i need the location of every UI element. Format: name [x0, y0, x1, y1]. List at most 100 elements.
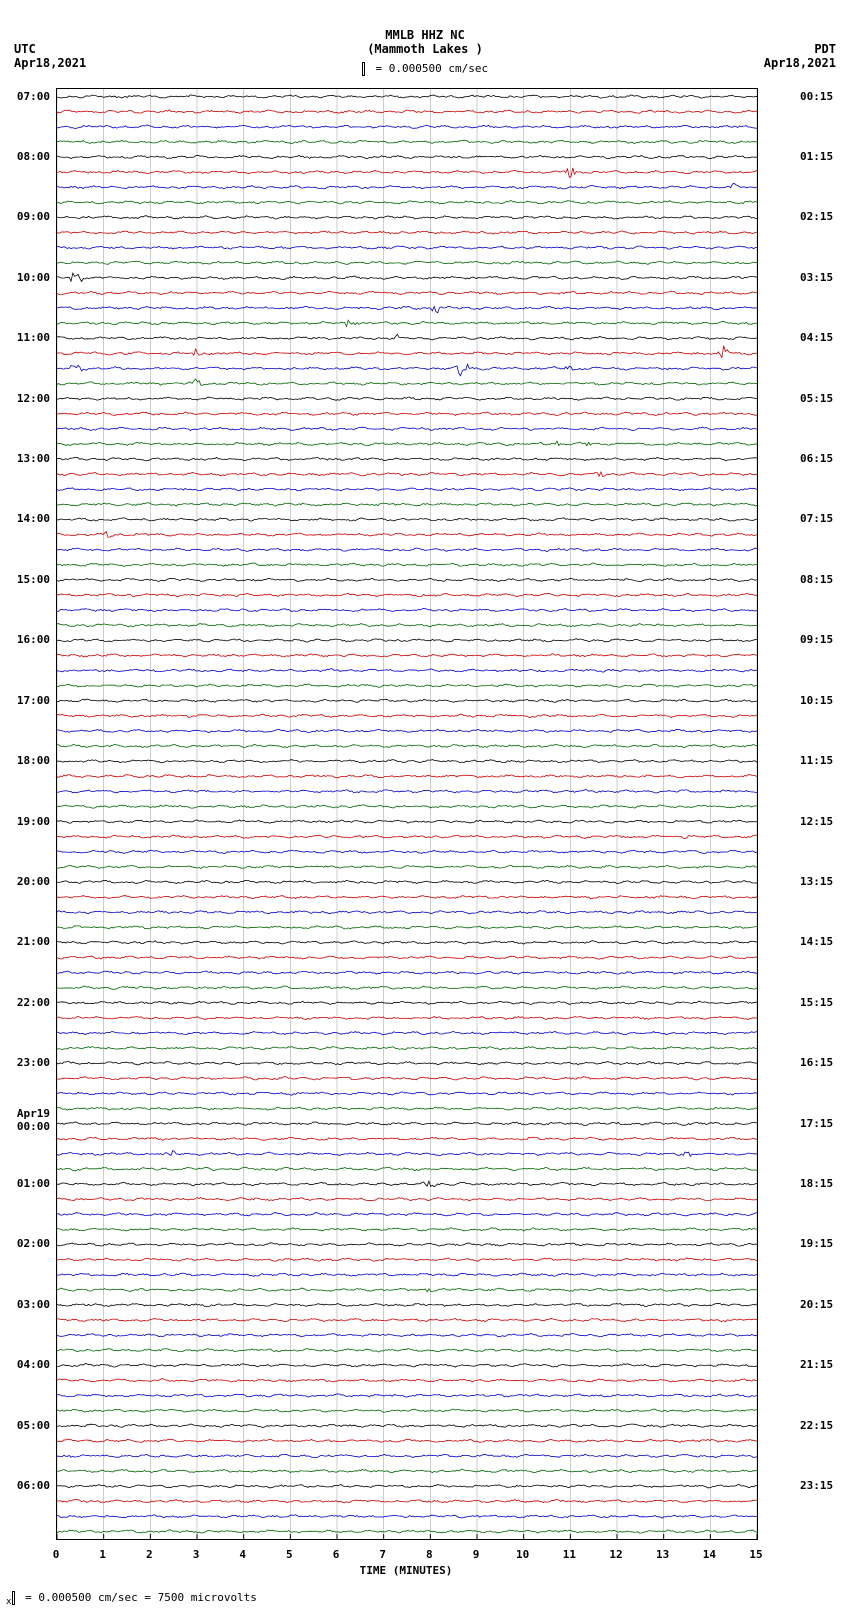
x-tick: 10	[513, 1548, 533, 1561]
station-code: MMLB HHZ NC	[0, 28, 850, 42]
trace-row	[57, 261, 757, 264]
trace-row	[57, 1409, 757, 1412]
left-hour-label: Apr1900:00	[17, 1107, 50, 1133]
left-hour-label: 14:00	[17, 512, 50, 525]
left-hour-label: 09:00	[17, 210, 50, 223]
trace-row	[57, 744, 757, 747]
left-hour-label: 05:00	[17, 1419, 50, 1432]
trace-row	[57, 850, 757, 853]
trace-row	[57, 201, 757, 205]
trace-row	[57, 1077, 757, 1080]
x-tick: 13	[653, 1548, 673, 1561]
left-timezone: UTC	[14, 42, 36, 56]
left-hour-label: 17:00	[17, 694, 50, 707]
right-timezone: PDT	[814, 42, 836, 56]
right-hour-label: 16:15	[800, 1056, 833, 1069]
trace-row	[57, 503, 757, 506]
trace-row	[57, 820, 757, 823]
left-hour-label: 22:00	[17, 996, 50, 1009]
trace-row	[57, 140, 757, 143]
x-tick: 14	[699, 1548, 719, 1561]
trace-row	[57, 216, 757, 219]
trace-row	[57, 291, 757, 295]
x-tick: 7	[373, 1548, 393, 1561]
trace-row	[57, 1122, 757, 1125]
left-hour-label: 16:00	[17, 633, 50, 646]
left-hour-label: 04:00	[17, 1358, 50, 1371]
seismogram-svg	[57, 89, 757, 1539]
x-tick: 2	[139, 1548, 159, 1561]
x-tick: 5	[279, 1548, 299, 1561]
right-hour-label: 03:15	[800, 271, 833, 284]
trace-row	[57, 639, 757, 642]
trace-row	[57, 1243, 757, 1246]
trace-row	[57, 1454, 757, 1457]
trace-row	[57, 896, 757, 899]
trace-row	[57, 593, 757, 596]
trace-row	[57, 346, 757, 358]
trace-row	[57, 1469, 757, 1473]
trace-row	[57, 865, 757, 868]
trace-row	[57, 654, 757, 657]
trace-row	[57, 531, 757, 537]
right-date: Apr18,2021	[764, 56, 836, 70]
trace-row	[57, 1031, 757, 1035]
trace-row	[57, 110, 757, 113]
right-hour-label: 00:15	[800, 90, 833, 103]
right-hour-label: 05:15	[800, 392, 833, 405]
trace-row	[57, 911, 757, 914]
right-hour-label: 10:15	[800, 694, 833, 707]
footer-text: = 0.000500 cm/sec = 7500 microvolts	[25, 1591, 257, 1604]
left-hour-label: 08:00	[17, 150, 50, 163]
trace-row	[57, 790, 757, 793]
trace-row	[57, 1364, 757, 1368]
trace-row	[57, 441, 757, 446]
trace-row	[57, 1394, 757, 1397]
trace-row	[57, 427, 757, 431]
left-hour-label: 18:00	[17, 754, 50, 767]
trace-row	[57, 880, 757, 883]
trace-row	[57, 1258, 757, 1261]
right-hour-label: 08:15	[800, 573, 833, 586]
trace-row	[57, 1349, 757, 1352]
left-hour-label: 20:00	[17, 875, 50, 888]
x-tick: 6	[326, 1548, 346, 1561]
trace-row	[57, 971, 757, 974]
trace-row	[57, 1288, 757, 1292]
trace-row	[57, 608, 757, 611]
left-hour-label: 19:00	[17, 815, 50, 828]
trace-row	[57, 548, 757, 551]
x-axis: 0123456789101112131415 TIME (MINUTES)	[56, 1548, 756, 1588]
trace-row	[57, 168, 757, 177]
x-tick: 0	[46, 1548, 66, 1561]
right-hour-label: 23:15	[800, 1479, 833, 1492]
right-hour-label: 06:15	[800, 452, 833, 465]
trace-row	[57, 334, 757, 340]
left-time-labels: 07:0008:0009:0010:0011:0012:0013:0014:00…	[0, 88, 54, 1538]
trace-row	[57, 1181, 757, 1187]
trace-row	[57, 183, 757, 189]
right-hour-label: 01:15	[800, 150, 833, 163]
trace-row	[57, 1107, 757, 1110]
right-hour-label: 13:15	[800, 875, 833, 888]
trace-row	[57, 1228, 757, 1231]
left-hour-label: 21:00	[17, 935, 50, 948]
scale-bar-icon	[12, 1591, 15, 1605]
trace-row	[57, 760, 757, 763]
left-hour-label: 10:00	[17, 271, 50, 284]
x-tick: 15	[746, 1548, 766, 1561]
right-hour-label: 22:15	[800, 1419, 833, 1432]
trace-row	[57, 1046, 757, 1049]
right-hour-label: 21:15	[800, 1358, 833, 1371]
trace-row	[57, 457, 757, 460]
left-hour-label: 03:00	[17, 1298, 50, 1311]
right-hour-label: 12:15	[800, 815, 833, 828]
trace-row	[57, 956, 757, 959]
left-hour-label: 01:00	[17, 1177, 50, 1190]
trace-row	[57, 986, 757, 989]
right-hour-label: 20:15	[800, 1298, 833, 1311]
trace-row	[57, 1515, 757, 1518]
trace-row	[57, 364, 757, 375]
right-hour-label: 02:15	[800, 210, 833, 223]
left-hour-label: 11:00	[17, 331, 50, 344]
